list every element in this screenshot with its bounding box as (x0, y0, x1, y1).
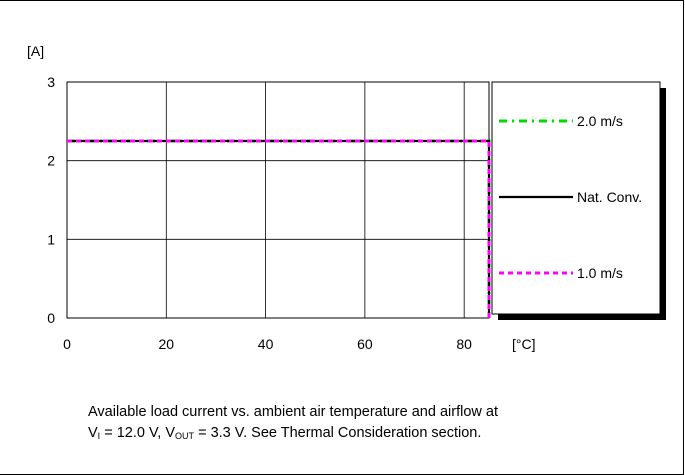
series-line-2-0-m-s (67, 139, 491, 318)
x-axis-label: [°C] (512, 336, 536, 352)
legend-label-nat-conv-: Nat. Conv. (577, 189, 642, 205)
legend-label-2-0-m-s: 2.0 m/s (577, 113, 623, 129)
vi-subscript: I (97, 431, 101, 441)
x-tick-label: 60 (357, 336, 373, 352)
series-line-1-0-m-s (67, 139, 491, 318)
legend-label-1-0-m-s: 1.0 m/s (577, 265, 623, 281)
x-tick-label: 80 (456, 336, 472, 352)
series-line-nat-conv- (67, 139, 491, 318)
legend: 2.0 m/s Nat. Conv. 1.0 m/s (491, 81, 666, 320)
x-tick-label: 40 (258, 336, 274, 352)
y-axis-label: [A] (27, 43, 44, 59)
y-tick-label: 1 (47, 231, 55, 247)
vi-symbol: V (88, 425, 98, 441)
vi-value: = 12.0 V, (100, 425, 166, 441)
chart: 0 20 40 60 80 0 1 2 3 [A] [°C] 2.0 m/s Nat. Conv.… (27, 43, 666, 352)
plot-area (66, 81, 490, 319)
vout-symbol: V (165, 425, 176, 441)
x-tick-label: 20 (159, 336, 175, 352)
series-layer (67, 139, 491, 318)
caption-line-2: VI = 12.0 V, VOUT = 3.3 V. See Thermal C… (88, 423, 668, 444)
y-tick-label: 3 (47, 74, 55, 90)
figure-caption: Available load current vs. ambient air t… (88, 402, 668, 444)
vout-value: = 3.3 V. See Thermal Consideration secti… (194, 425, 482, 441)
y-tick-label: 0 (47, 310, 55, 326)
vout-subscript: OUT (175, 431, 195, 441)
grid (67, 82, 489, 318)
tick-labels: 0 20 40 60 80 0 1 2 3 (47, 74, 472, 352)
x-tick-label: 0 (63, 336, 71, 352)
caption-line-1: Available load current vs. ambient air t… (88, 404, 498, 420)
y-tick-label: 2 (47, 153, 55, 169)
